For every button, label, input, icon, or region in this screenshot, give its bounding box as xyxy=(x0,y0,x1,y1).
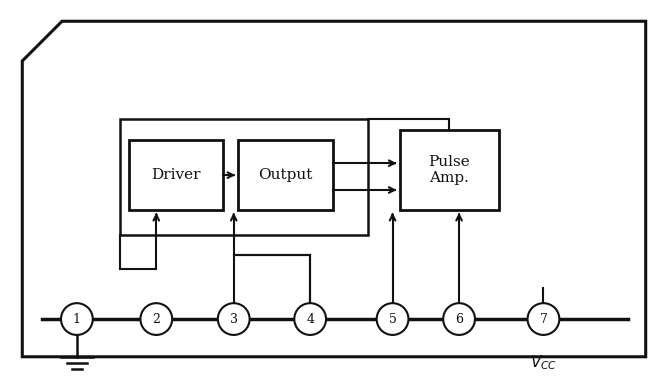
Circle shape xyxy=(61,303,93,335)
Circle shape xyxy=(528,303,560,335)
Text: $V_{CC}$: $V_{CC}$ xyxy=(530,353,557,372)
Text: 2: 2 xyxy=(152,312,160,326)
Circle shape xyxy=(377,303,408,335)
Text: Driver: Driver xyxy=(151,168,201,182)
Text: 5: 5 xyxy=(389,312,396,326)
Text: Pulse
Amp.: Pulse Amp. xyxy=(428,155,470,185)
Text: 1: 1 xyxy=(73,312,81,326)
Text: 6: 6 xyxy=(455,312,463,326)
Circle shape xyxy=(141,303,172,335)
Circle shape xyxy=(218,303,249,335)
Bar xyxy=(238,140,333,210)
Bar xyxy=(119,119,368,235)
Circle shape xyxy=(443,303,475,335)
Bar xyxy=(400,130,499,210)
Bar xyxy=(129,140,223,210)
Text: 3: 3 xyxy=(229,312,237,326)
Text: 7: 7 xyxy=(540,312,548,326)
Text: 4: 4 xyxy=(306,312,314,326)
Text: Output: Output xyxy=(258,168,313,182)
Circle shape xyxy=(294,303,326,335)
